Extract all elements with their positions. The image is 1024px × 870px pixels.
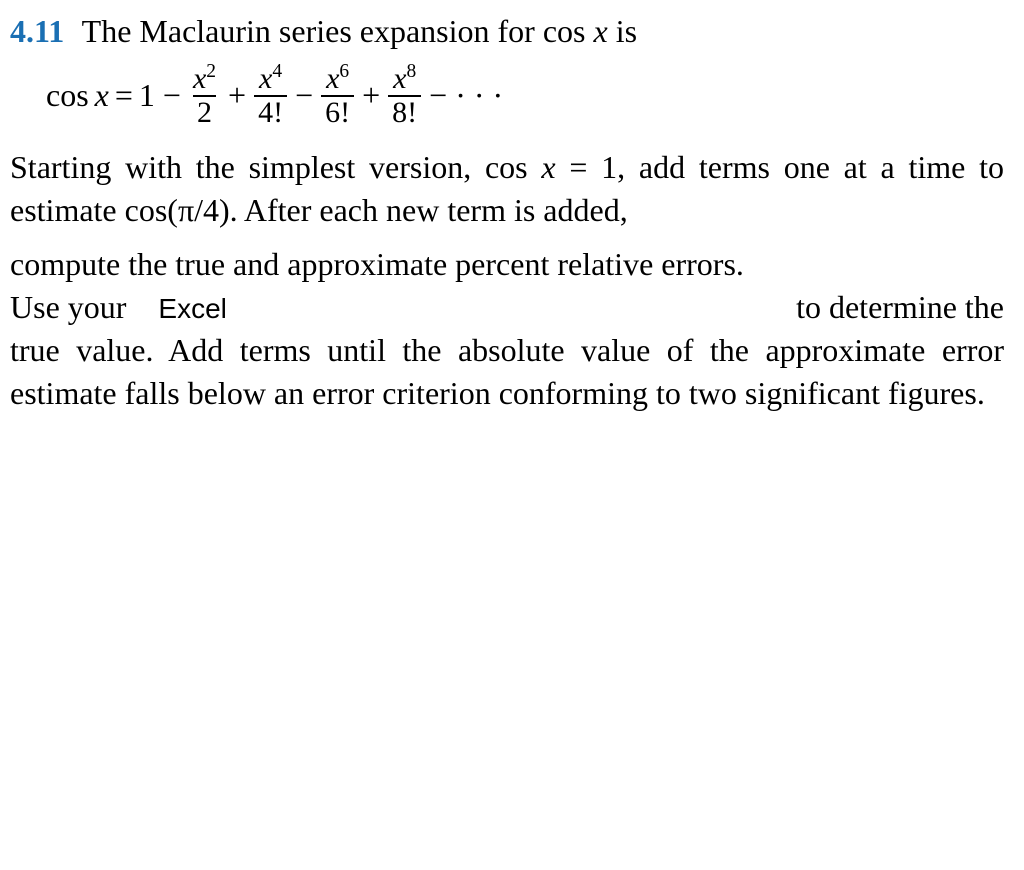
frac-0-base: x	[193, 62, 206, 95]
frac-2-den: 6!	[321, 95, 354, 129]
problem-number: 4.11	[10, 13, 64, 49]
p2-line1: compute the true and approximate percent…	[10, 243, 1004, 286]
title-line: 4.11 The Maclaurin series expansion for …	[10, 10, 1004, 53]
trailing-op: −	[429, 74, 447, 117]
frac-1-den: 4!	[254, 95, 287, 129]
op-1: +	[228, 74, 246, 117]
frac-3-den: 8!	[388, 95, 421, 129]
equation-lhs: cos x =	[46, 74, 133, 117]
p2-rest: true value. Add terms until the absolute…	[10, 329, 1004, 415]
frac-2-base: x	[326, 62, 339, 95]
problem-page: 4.11 The Maclaurin series expansion for …	[0, 0, 1024, 435]
frac-1: x4 4!	[254, 63, 287, 128]
op-3: +	[362, 74, 380, 117]
title-suffix: is	[616, 13, 637, 49]
op-2: −	[295, 74, 313, 117]
frac-0-num: x2	[189, 63, 220, 95]
frac-0: x2 2	[189, 63, 220, 128]
frac-2-num: x6	[322, 63, 353, 95]
frac-0-den: 2	[193, 95, 216, 129]
frac-1-base: x	[259, 62, 272, 95]
frac-2: x6 6!	[321, 63, 354, 128]
use-your: Use your	[10, 289, 126, 325]
equation: cos x = 1 − x2 2 + x4 4! − x6 6! + x8 8!…	[46, 63, 1004, 128]
lhs-func: cos	[46, 74, 89, 117]
paragraph-2: compute the true and approximate percent…	[10, 243, 1004, 416]
frac-2-exp: 6	[339, 61, 349, 82]
excel-word: Excel	[158, 293, 226, 324]
equals-sign: =	[115, 74, 133, 117]
title-prefix: The Maclaurin series expansion for cos	[82, 13, 586, 49]
frac-3-num: x8	[389, 63, 420, 95]
frac-3-exp: 8	[406, 61, 416, 82]
p1b: x	[541, 149, 555, 185]
p2-line2: Use your Excel to determine the	[10, 286, 1004, 329]
first-term: 1	[139, 74, 155, 117]
to-determine: to determine the	[796, 286, 1004, 329]
p1a: Starting with the simplest version, cos	[10, 149, 541, 185]
frac-1-num: x4	[255, 63, 286, 95]
frac-0-exp: 2	[206, 61, 216, 82]
lhs-var: x	[95, 74, 109, 117]
frac-3-base: x	[393, 62, 406, 95]
ellipsis: · · ·	[455, 74, 503, 117]
frac-3: x8 8!	[388, 63, 421, 128]
op-0: −	[163, 74, 181, 117]
title-var: x	[593, 13, 607, 49]
frac-1-exp: 4	[272, 61, 282, 82]
paragraph-1: Starting with the simplest version, cos …	[10, 146, 1004, 232]
